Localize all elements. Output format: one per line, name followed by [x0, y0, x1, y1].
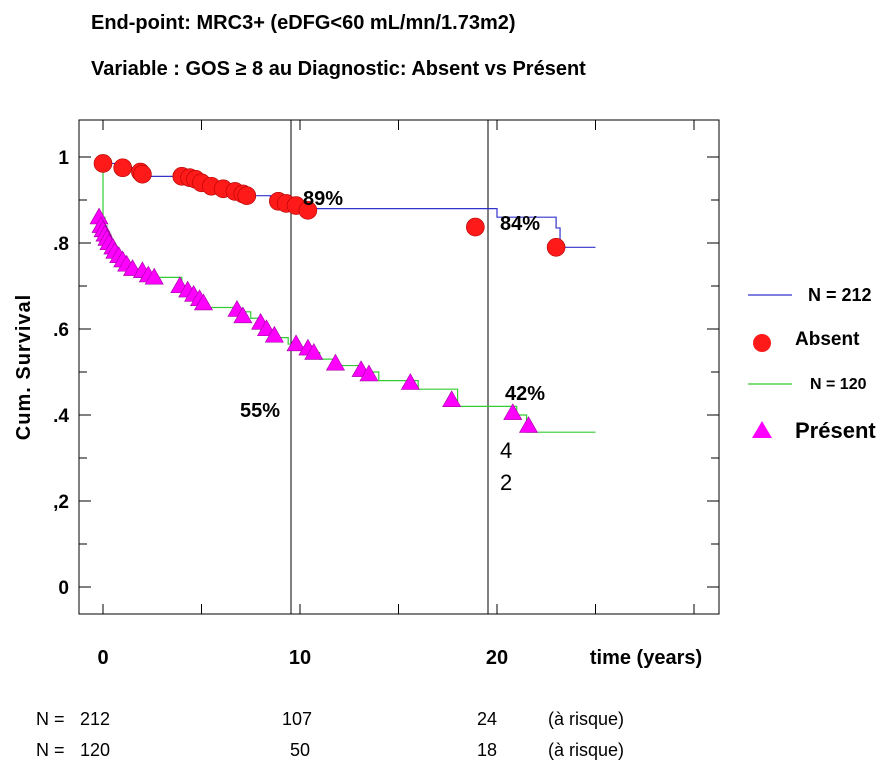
legend-label-present: Présent: [795, 418, 876, 444]
legend-label-absent: Absent: [795, 329, 859, 351]
risk-row2-value-10: 50: [290, 740, 310, 761]
legend-marker-absent: [753, 334, 771, 352]
censor-marker-present: [401, 374, 419, 390]
legend-label-n120: N = 120: [810, 376, 866, 394]
risk-row1-prefix: N =: [36, 709, 65, 730]
risk-row2-suffix: (à risque): [548, 740, 624, 761]
percentage-annotation: 42%: [505, 383, 545, 405]
plot-frame: [79, 120, 719, 614]
censor-marker-present: [520, 417, 538, 433]
x-tick-label: 0: [97, 647, 108, 669]
overlap-label: 4: [500, 438, 512, 463]
y-tick-label: .8: [53, 234, 69, 255]
censor-marker-absent: [133, 165, 151, 183]
censor-marker-present: [326, 354, 344, 370]
censor-marker-absent: [94, 154, 112, 172]
censor-marker-absent: [238, 187, 256, 205]
overlap-label: 2: [500, 470, 512, 495]
y-tick-label: 1: [58, 148, 69, 169]
x-tick-label: 20: [486, 647, 508, 669]
y-tick-label: 0: [58, 578, 69, 599]
risk-row1-value-10: 107: [282, 709, 312, 730]
percentage-annotation: 89%: [303, 188, 343, 210]
risk-row1-value-20: 24: [477, 709, 497, 730]
y-tick-label: .4: [53, 406, 69, 427]
censor-marker-absent: [466, 218, 484, 236]
percentage-annotation: 55%: [240, 400, 280, 422]
legend-marker-present: [752, 421, 772, 438]
x-tick-label: 10: [289, 647, 311, 669]
y-tick-label: .6: [53, 320, 69, 341]
legend-label-n212: N = 212: [808, 285, 872, 306]
y-axis-label: Cum. Survival: [13, 294, 35, 440]
risk-row1-value-0: 212: [80, 709, 110, 730]
censor-marker-absent: [547, 238, 565, 256]
risk-row2-prefix: N =: [36, 740, 65, 761]
percentage-annotation: 84%: [500, 213, 540, 235]
x-axis-label: time (years): [590, 647, 702, 669]
censor-marker-absent: [114, 159, 132, 177]
risk-row2-value-20: 18: [477, 740, 497, 761]
risk-row1-suffix: (à risque): [548, 709, 624, 730]
risk-row2-value-0: 120: [80, 740, 110, 761]
y-tick-label: ,2: [53, 492, 69, 513]
